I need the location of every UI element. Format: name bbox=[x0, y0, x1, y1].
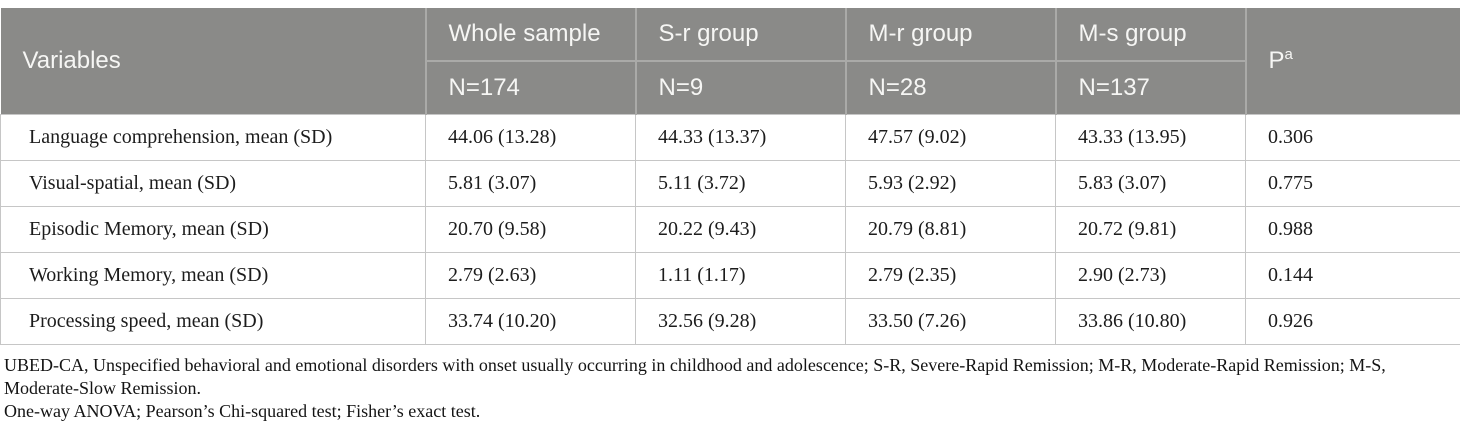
cell-whole-sample: 33.74 (10.20) bbox=[425, 298, 636, 345]
cell-sr-group: 5.11 (3.72) bbox=[635, 160, 846, 207]
cell-whole-sample: 2.79 (2.63) bbox=[425, 252, 636, 299]
cell-sr-group: 20.22 (9.43) bbox=[635, 206, 846, 253]
cell-whole-sample: 5.81 (3.07) bbox=[425, 160, 636, 207]
column-header-mr-group: M-r group bbox=[844, 8, 1056, 62]
cell-mr-group: 5.93 (2.92) bbox=[845, 160, 1056, 207]
cell-p-value: 0.144 bbox=[1245, 252, 1460, 299]
cell-mr-group: 2.79 (2.35) bbox=[845, 252, 1056, 299]
cell-p-value: 0.306 bbox=[1245, 114, 1460, 161]
column-header-p-value: Pa bbox=[1244, 8, 1460, 115]
footnote-abbreviations: UBED-CA, Unspecified behavioral and emot… bbox=[4, 355, 1386, 398]
paper-table-figure: Variables Whole sample S-r group M-r gro… bbox=[0, 8, 1460, 436]
p-superscript: a bbox=[1284, 46, 1293, 63]
column-subheader-whole-sample-n: N=174 bbox=[424, 61, 636, 115]
cell-mr-group: 33.50 (7.26) bbox=[845, 298, 1056, 345]
footnote-tests: One-way ANOVA; Pearson’s Chi-squared tes… bbox=[4, 401, 481, 421]
cell-sr-group: 1.11 (1.17) bbox=[635, 252, 846, 299]
row-label: Visual-spatial, mean (SD) bbox=[0, 160, 426, 207]
cell-ms-group: 33.86 (10.80) bbox=[1055, 298, 1246, 345]
cell-ms-group: 20.72 (9.81) bbox=[1055, 206, 1246, 253]
cell-whole-sample: 20.70 (9.58) bbox=[425, 206, 636, 253]
row-label: Processing speed, mean (SD) bbox=[0, 298, 426, 345]
cell-sr-group: 32.56 (9.28) bbox=[635, 298, 846, 345]
table-footnotes: UBED-CA, Unspecified behavioral and emot… bbox=[4, 354, 1454, 423]
cell-ms-group: 43.33 (13.95) bbox=[1055, 114, 1246, 161]
cell-p-value: 0.988 bbox=[1245, 206, 1460, 253]
table-header: Variables Whole sample S-r group M-r gro… bbox=[0, 8, 1460, 115]
table-body: Language comprehension, mean (SD) 44.06 … bbox=[0, 114, 1460, 345]
cell-whole-sample: 44.06 (13.28) bbox=[425, 114, 636, 161]
table-row: Episodic Memory, mean (SD) 20.70 (9.58) … bbox=[0, 206, 1460, 253]
column-subheader-mr-n: N=28 bbox=[844, 61, 1056, 115]
column-subheader-ms-n: N=137 bbox=[1054, 61, 1246, 115]
table-row: Language comprehension, mean (SD) 44.06 … bbox=[0, 114, 1460, 161]
cell-sr-group: 44.33 (13.37) bbox=[635, 114, 846, 161]
column-header-ms-group: M-s group bbox=[1054, 8, 1246, 62]
row-label: Language comprehension, mean (SD) bbox=[0, 114, 426, 161]
table-row: Working Memory, mean (SD) 2.79 (2.63) 1.… bbox=[0, 252, 1460, 299]
p-label: P bbox=[1268, 47, 1285, 74]
cell-mr-group: 47.57 (9.02) bbox=[845, 114, 1056, 161]
table-row: Processing speed, mean (SD) 33.74 (10.20… bbox=[0, 298, 1460, 345]
column-header-variables: Variables bbox=[0, 8, 426, 115]
column-header-sr-group: S-r group bbox=[634, 8, 846, 62]
cell-ms-group: 2.90 (2.73) bbox=[1055, 252, 1246, 299]
cell-p-value: 0.775 bbox=[1245, 160, 1460, 207]
cell-mr-group: 20.79 (8.81) bbox=[845, 206, 1056, 253]
row-label: Episodic Memory, mean (SD) bbox=[0, 206, 426, 253]
statistics-table: Variables Whole sample S-r group M-r gro… bbox=[0, 8, 1460, 345]
cell-ms-group: 5.83 (3.07) bbox=[1055, 160, 1246, 207]
table-row: Visual-spatial, mean (SD) 5.81 (3.07) 5.… bbox=[0, 160, 1460, 207]
row-label: Working Memory, mean (SD) bbox=[0, 252, 426, 299]
cell-p-value: 0.926 bbox=[1245, 298, 1460, 345]
column-header-whole-sample: Whole sample bbox=[424, 8, 636, 62]
column-subheader-sr-n: N=9 bbox=[634, 61, 846, 115]
